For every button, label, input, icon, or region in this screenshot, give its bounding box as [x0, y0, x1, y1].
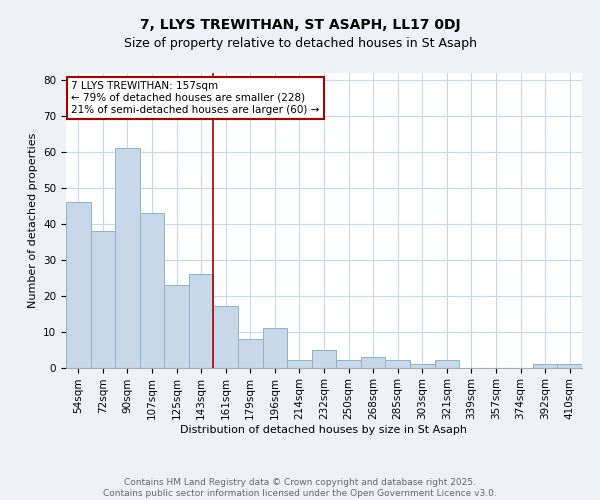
Bar	[189, 274, 214, 368]
Bar	[115, 148, 140, 368]
X-axis label: Distribution of detached houses by size in St Asaph: Distribution of detached houses by size …	[181, 425, 467, 435]
Bar	[533, 364, 557, 368]
Bar	[336, 360, 361, 368]
Bar	[312, 350, 336, 368]
Bar	[238, 338, 263, 368]
Bar	[164, 285, 189, 368]
Bar	[214, 306, 238, 368]
Text: Size of property relative to detached houses in St Asaph: Size of property relative to detached ho…	[124, 38, 476, 51]
Bar	[385, 360, 410, 368]
Text: Contains HM Land Registry data © Crown copyright and database right 2025.
Contai: Contains HM Land Registry data © Crown c…	[103, 478, 497, 498]
Text: 7 LLYS TREWITHAN: 157sqm
← 79% of detached houses are smaller (228)
21% of semi-: 7 LLYS TREWITHAN: 157sqm ← 79% of detach…	[71, 82, 320, 114]
Bar	[557, 364, 582, 368]
Bar	[66, 202, 91, 368]
Bar	[434, 360, 459, 368]
Bar	[140, 213, 164, 368]
Bar	[263, 328, 287, 368]
Text: 7, LLYS TREWITHAN, ST ASAPH, LL17 0DJ: 7, LLYS TREWITHAN, ST ASAPH, LL17 0DJ	[140, 18, 460, 32]
Bar	[287, 360, 312, 368]
Bar	[91, 231, 115, 368]
Bar	[361, 356, 385, 368]
Bar	[410, 364, 434, 368]
Y-axis label: Number of detached properties: Number of detached properties	[28, 132, 38, 308]
